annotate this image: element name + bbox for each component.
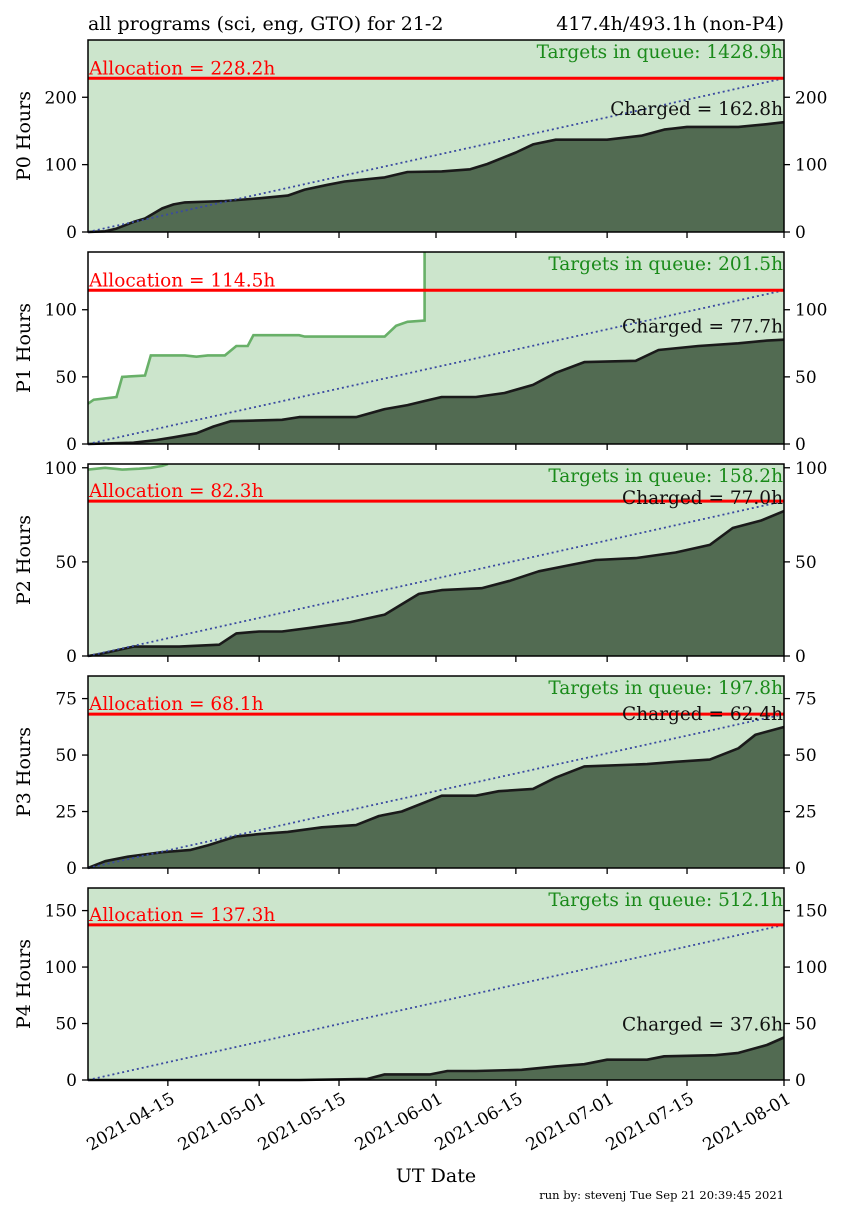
p4-ytick-label-left: 50 (55, 1015, 77, 1035)
p0-ytick-label-right: 0 (795, 223, 806, 243)
p4-queue-label: Targets in queue: 512.1h (548, 890, 783, 911)
p0-ytick-label-right: 100 (795, 156, 827, 176)
p2-ytick-label-left: 50 (55, 553, 77, 573)
p4-panel: Allocation = 137.3h Targets in queue: 512… (13, 887, 827, 1155)
panels-group: Allocation = 228.2h Targets in queue: 142… (13, 39, 827, 1155)
xtick-label: 2021-08-01 (700, 1089, 795, 1155)
p1-charged-line (87, 338, 785, 446)
p3-charged-label: Charged = 62.4h (622, 704, 783, 725)
xtick-label: 2021-07-15 (603, 1089, 698, 1155)
p2-ytick-label-left: 0 (66, 647, 77, 667)
p2-expected-line (87, 500, 785, 657)
p3-ytick-label-left: 50 (55, 746, 77, 766)
p4-ytick-label-right: 100 (795, 958, 827, 978)
p1-ytick-label-right: 50 (795, 368, 817, 388)
p2-panel: Allocation = 82.3h Targets in queue: 158.… (13, 459, 827, 667)
xtick-label: 2021-04-15 (84, 1089, 179, 1155)
p1-panel: Allocation = 114.5h Targets in queue: 201… (13, 251, 827, 455)
p4-charged-label: Charged = 37.6h (622, 1015, 783, 1036)
p4-allocation-label: Allocation = 137.3h (88, 905, 275, 926)
p0-expected-line (87, 77, 785, 233)
p0-ytick-label-left: 200 (45, 88, 77, 108)
p2-ytick-label-right: 100 (795, 459, 827, 479)
p3-ytick-label-right: 75 (795, 690, 817, 710)
p1-queue-label: Targets in queue: 201.5h (548, 254, 783, 275)
p0-ytick-label-left: 0 (66, 223, 77, 243)
p2-ylabel: P2 Hours (13, 515, 35, 605)
p3-ytick-label-right: 50 (795, 746, 817, 766)
figure-summary: 417.4h/493.1h (non-P4) (556, 13, 784, 35)
p2-ytick-label-right: 0 (795, 647, 806, 667)
p3-charged-line (87, 725, 785, 870)
p0-ytick-label-right: 200 (795, 88, 827, 108)
p1-queue-line (88, 252, 426, 405)
p3-ytick-label-left: 25 (55, 803, 77, 823)
p1-ytick-label-left: 100 (45, 301, 77, 321)
p4-ytick-label-right: 0 (795, 1071, 806, 1091)
p0-allocation-label: Allocation = 228.2h (88, 58, 275, 79)
p1-ytick-label-left: 50 (55, 368, 77, 388)
p4-queue-area (88, 888, 784, 1080)
x-axis-label: UT Date (396, 1165, 476, 1187)
run-by-note: run by: stevenj Tue Sep 21 20:39:45 2021 (539, 1188, 784, 1202)
p3-charged-area (88, 727, 784, 868)
xtick-label: 2021-05-15 (255, 1089, 350, 1155)
p1-expected-line (87, 289, 785, 445)
xtick-label: 2021-07-01 (523, 1089, 618, 1155)
p1-charged-label: Charged = 77.7h (622, 317, 783, 338)
p1-ytick-label-left: 0 (66, 435, 77, 455)
p2-queue-label: Targets in queue: 158.2h (548, 466, 783, 487)
p0-panel: Allocation = 228.2h Targets in queue: 142… (13, 39, 827, 243)
p4-ytick-label-right: 50 (795, 1015, 817, 1035)
p4-charged-line (88, 1036, 785, 1082)
p3-ytick-label-left: 0 (66, 859, 77, 879)
p3-queue-label: Targets in queue: 197.8h (548, 678, 783, 699)
p0-ytick-label-left: 100 (45, 156, 77, 176)
p1-ylabel: P1 Hours (13, 303, 35, 393)
p3-expected-line (87, 713, 785, 869)
p0-ylabel: P0 Hours (13, 91, 35, 181)
p4-ytick-label-left: 100 (45, 958, 77, 978)
p0-queue-label: Targets in queue: 1428.9h (537, 42, 784, 63)
p4-charged-area (88, 1037, 784, 1080)
p4-ytick-label-left: 0 (66, 1071, 77, 1091)
p3-ytick-label-right: 25 (795, 803, 817, 823)
p4-ylabel: P4 Hours (13, 939, 35, 1029)
p2-charged-label: Charged = 77.0h (622, 488, 783, 509)
p1-charged-area (88, 339, 784, 444)
p0-charged-line (87, 120, 785, 234)
p2-allocation-label: Allocation = 82.3h (88, 481, 264, 502)
xtick-label: 2021-06-01 (352, 1089, 447, 1155)
p2-charged-line (87, 509, 785, 658)
p4-ytick-label-right: 150 (795, 902, 827, 922)
p0-charged-label: Charged = 162.8h (610, 99, 783, 120)
p4-ytick-label-left: 150 (45, 902, 77, 922)
p3-ytick-label-left: 75 (55, 690, 77, 710)
p3-ylabel: P3 Hours (13, 727, 35, 817)
p2-ytick-label-right: 50 (795, 553, 817, 573)
p2-queue-line (88, 464, 169, 471)
p1-allocation-label: Allocation = 114.5h (88, 270, 275, 291)
p3-allocation-label: Allocation = 68.1h (88, 694, 264, 715)
p3-ytick-label-right: 0 (795, 859, 806, 879)
p1-ytick-label-right: 0 (795, 435, 806, 455)
xtick-label: 2021-06-15 (432, 1089, 527, 1155)
p4-expected-line (87, 924, 785, 1081)
figure-title: all programs (sci, eng, GTO) for 21-2 (88, 13, 443, 35)
p3-panel: Allocation = 68.1h Targets in queue: 197.… (13, 675, 817, 879)
p1-ytick-label-right: 100 (795, 301, 827, 321)
xtick-label: 2021-05-01 (175, 1089, 270, 1155)
p2-ytick-label-left: 100 (45, 459, 77, 479)
p2-charged-area (88, 511, 784, 656)
p0-charged-area (88, 122, 784, 232)
